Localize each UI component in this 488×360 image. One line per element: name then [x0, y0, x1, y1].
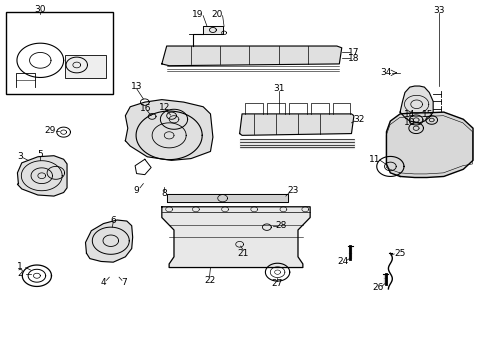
Text: 12: 12 [159, 103, 170, 112]
Text: 23: 23 [287, 185, 298, 194]
Text: 31: 31 [272, 84, 284, 93]
Text: 1: 1 [17, 262, 23, 271]
Polygon shape [166, 194, 287, 202]
FancyBboxPatch shape [6, 12, 113, 94]
Text: 14: 14 [403, 111, 415, 120]
Polygon shape [386, 112, 472, 177]
Text: 15: 15 [421, 111, 432, 120]
Text: 5: 5 [38, 150, 43, 159]
Text: 17: 17 [347, 48, 359, 57]
Text: 19: 19 [191, 10, 203, 19]
Polygon shape [85, 220, 132, 262]
Text: 22: 22 [203, 275, 215, 284]
Polygon shape [203, 26, 222, 33]
Text: 2: 2 [17, 269, 22, 278]
Text: 4: 4 [101, 278, 106, 287]
Text: 25: 25 [394, 249, 405, 258]
Text: 11: 11 [368, 155, 380, 164]
Text: 10: 10 [403, 118, 415, 127]
Text: 32: 32 [352, 116, 364, 125]
Text: 9: 9 [133, 185, 139, 194]
Polygon shape [18, 156, 67, 196]
Text: 34: 34 [379, 68, 390, 77]
Text: 28: 28 [275, 221, 286, 230]
Polygon shape [239, 139, 353, 148]
Text: 6: 6 [110, 216, 116, 225]
Text: 27: 27 [270, 279, 282, 288]
Text: 18: 18 [347, 54, 359, 63]
Text: 29: 29 [44, 126, 56, 135]
Polygon shape [162, 46, 341, 66]
Text: 16: 16 [139, 104, 151, 113]
Polygon shape [125, 100, 212, 160]
Text: 26: 26 [372, 283, 383, 292]
Text: 8: 8 [161, 189, 167, 198]
Polygon shape [399, 86, 432, 123]
Text: 3: 3 [17, 152, 23, 161]
Text: 24: 24 [336, 257, 347, 266]
Text: 13: 13 [131, 82, 142, 91]
Text: 7: 7 [122, 278, 127, 287]
Text: 33: 33 [432, 6, 444, 15]
Polygon shape [162, 207, 309, 267]
Text: 21: 21 [237, 249, 249, 258]
Bar [64, 55, 106, 78]
Text: 20: 20 [211, 10, 222, 19]
Text: 30: 30 [35, 5, 46, 14]
Polygon shape [239, 114, 353, 135]
